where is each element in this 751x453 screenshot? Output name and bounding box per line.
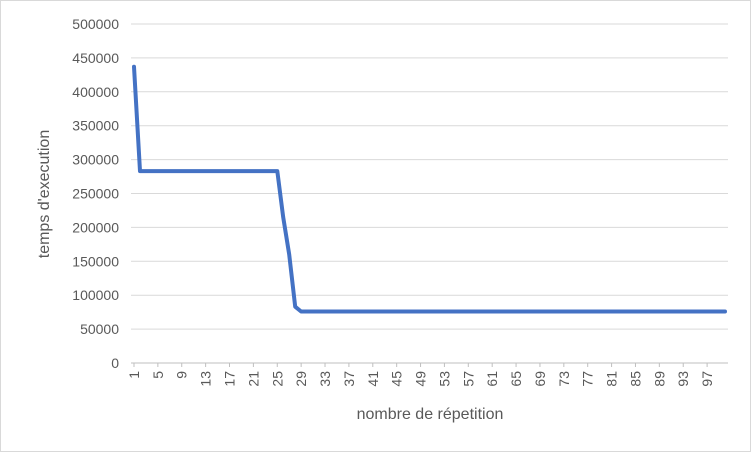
x-tick-label: 53 — [436, 371, 452, 387]
x-tick-label: 41 — [365, 371, 381, 387]
x-tick-label: 1 — [126, 371, 142, 379]
series-layer — [132, 64, 727, 314]
x-tick-label: 33 — [317, 371, 333, 387]
x-tick-label: 13 — [198, 371, 214, 387]
y-axis-ticks: 0 50000 100000 150000 200000 250000 300000 3500… — [72, 16, 119, 371]
x-tick-label: 81 — [604, 371, 620, 387]
y-tick-label: 500000 — [72, 16, 119, 32]
y-tick-label: 0 — [111, 355, 119, 371]
x-tick-label: 37 — [341, 371, 357, 387]
x-tick-label: 21 — [245, 371, 261, 387]
x-tick-label: 89 — [651, 371, 667, 387]
x-tick-label: 69 — [532, 371, 548, 387]
x-tick-label: 77 — [580, 371, 596, 387]
y-tick-label: 100000 — [72, 287, 119, 303]
gridlines — [131, 23, 728, 364]
x-tick-label: 49 — [413, 371, 429, 387]
x-tick-label: 93 — [675, 371, 691, 387]
y-tick-label: 450000 — [72, 50, 119, 66]
x-tick-label: 65 — [508, 371, 524, 387]
x-tick-label: 25 — [269, 371, 285, 387]
x-axis-ticks: 1 5 9 13 17 21 25 29 33 37 41 45 49 53 57 61 65 69 73 77 81 8… — [126, 363, 715, 387]
y-tick-label: 400000 — [72, 84, 119, 100]
x-tick-label: 9 — [174, 371, 190, 379]
x-tick-label: 29 — [293, 371, 309, 387]
y-tick-label: 50000 — [80, 321, 119, 337]
x-tick-label: 57 — [460, 371, 476, 387]
x-tick-label: 5 — [150, 371, 166, 379]
y-tick-label: 350000 — [72, 118, 119, 134]
series-line — [132, 64, 727, 314]
x-tick-label: 97 — [699, 371, 715, 387]
y-tick-label: 250000 — [72, 186, 119, 202]
x-tick-label: 73 — [556, 371, 572, 387]
y-axis-title: temps d'execution — [36, 130, 53, 258]
x-tick-label: 45 — [389, 371, 405, 387]
x-tick-label: 17 — [222, 371, 238, 387]
y-tick-label: 200000 — [72, 219, 119, 235]
x-axis-title: nombre de répetition — [357, 406, 504, 423]
y-tick-label: 300000 — [72, 152, 119, 168]
x-tick-label: 61 — [484, 371, 500, 387]
x-tick-label: 85 — [627, 371, 643, 387]
y-tick-label: 150000 — [72, 253, 119, 269]
